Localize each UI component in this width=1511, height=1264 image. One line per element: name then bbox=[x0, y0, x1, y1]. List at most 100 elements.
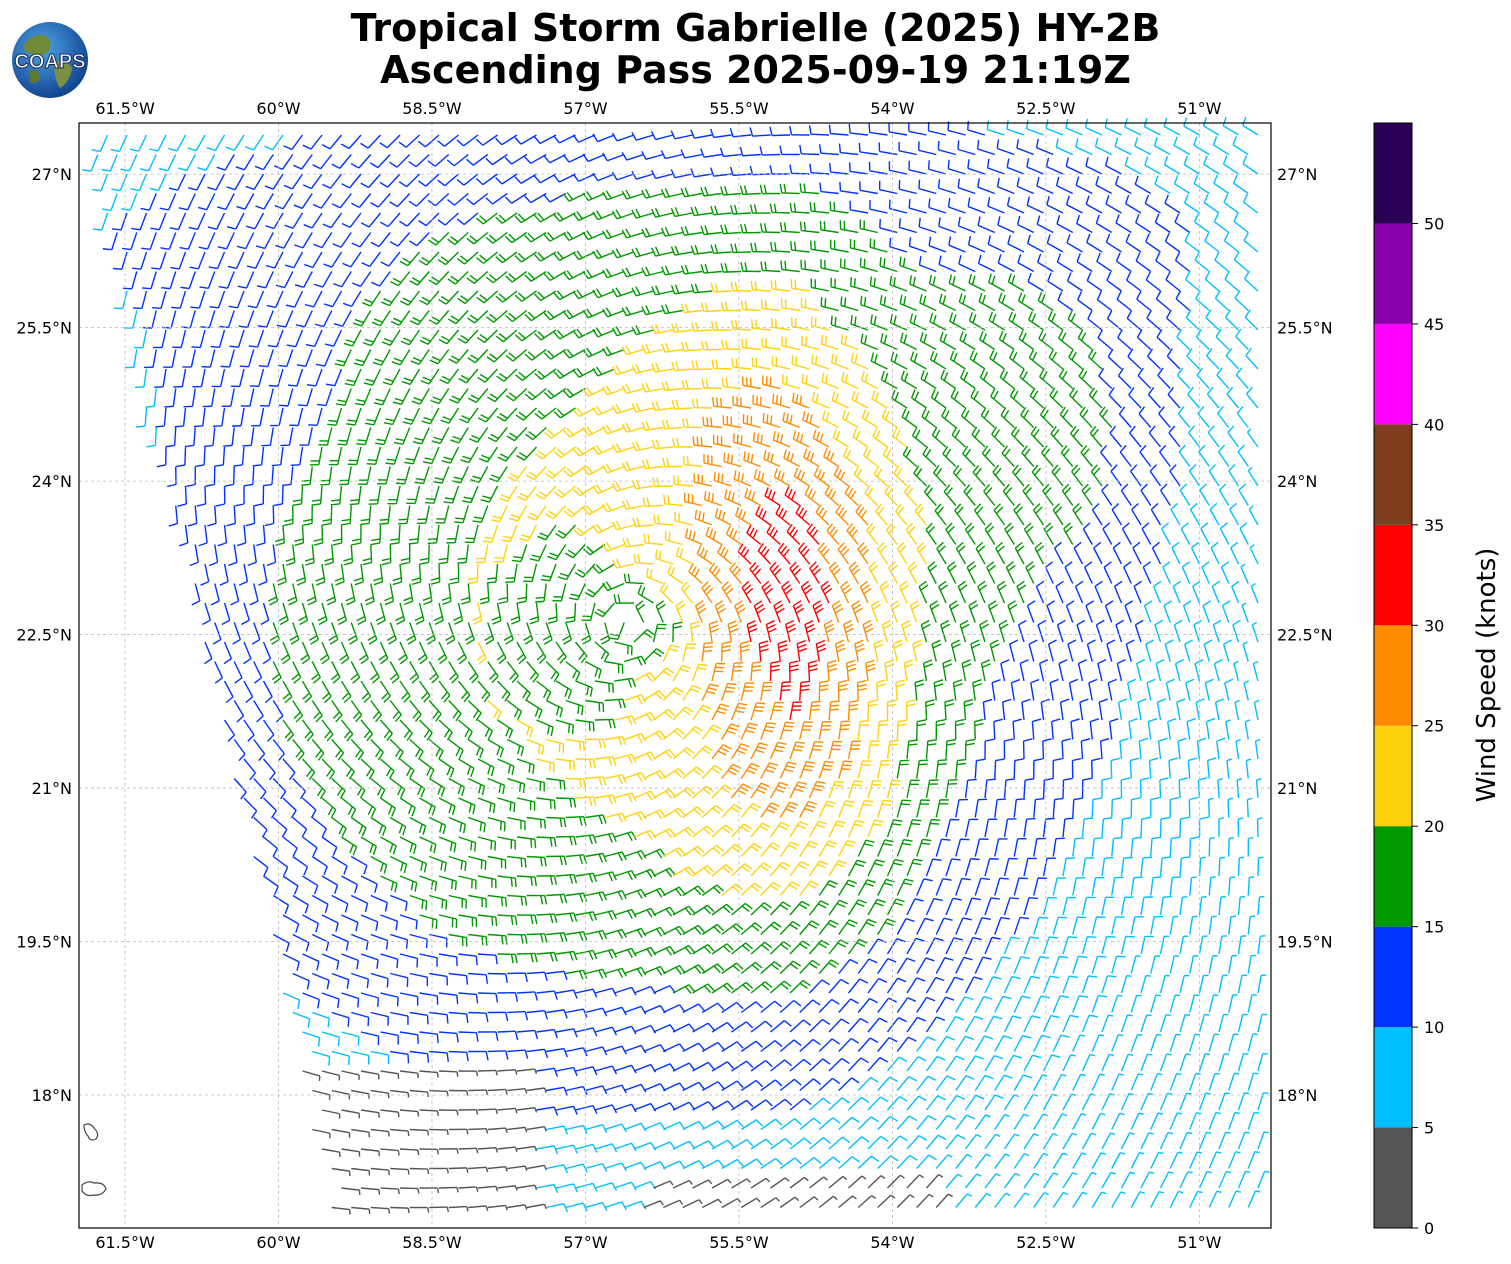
wind-barb bbox=[287, 368, 304, 387]
wind-barb bbox=[391, 349, 411, 366]
wind-barb bbox=[419, 329, 440, 345]
wind-barb bbox=[582, 543, 606, 556]
barb-feather bbox=[899, 545, 907, 553]
barb-staff bbox=[1079, 413, 1093, 428]
barb-feather bbox=[498, 497, 508, 502]
wind-barb bbox=[207, 505, 217, 527]
barb-feather bbox=[846, 523, 854, 531]
barb-feather bbox=[149, 148, 159, 152]
wind-barb bbox=[731, 358, 752, 370]
barb-feather bbox=[592, 485, 599, 495]
barb-feather bbox=[789, 414, 793, 424]
barb-staff bbox=[1018, 300, 1035, 312]
wind-barb bbox=[517, 485, 538, 502]
wind-barb bbox=[622, 537, 644, 548]
barb-staff bbox=[282, 524, 285, 544]
barb-feather bbox=[805, 336, 807, 346]
barb-feather bbox=[423, 416, 433, 421]
barb-feather bbox=[775, 505, 781, 515]
wind-barb bbox=[456, 134, 479, 147]
barb-staff bbox=[172, 388, 177, 407]
barb-staff bbox=[688, 571, 703, 585]
barb-staff bbox=[723, 385, 742, 390]
barb-staff bbox=[1032, 509, 1045, 526]
wind-barb bbox=[937, 140, 956, 156]
barb-feather bbox=[437, 179, 446, 187]
barb-staff bbox=[821, 343, 839, 351]
barb-feather bbox=[335, 581, 345, 586]
wind-barb bbox=[427, 192, 450, 207]
barb-staff bbox=[511, 270, 528, 283]
barb-feather bbox=[621, 190, 628, 200]
barb-staff bbox=[588, 309, 606, 319]
barb-feather bbox=[1012, 390, 1019, 400]
barb-staff bbox=[486, 446, 499, 463]
wind-barb bbox=[846, 523, 859, 545]
wind-barb bbox=[345, 583, 356, 606]
barb-staff bbox=[395, 485, 401, 504]
wind-barb bbox=[437, 251, 459, 266]
wind-barb bbox=[1047, 272, 1064, 292]
barb-feather bbox=[980, 407, 987, 416]
barb-staff bbox=[195, 134, 206, 152]
barb-feather bbox=[479, 596, 489, 601]
barb-feather bbox=[191, 600, 201, 606]
barb-staff bbox=[645, 504, 664, 508]
barb-feather bbox=[835, 431, 841, 440]
wind-barb bbox=[764, 487, 781, 507]
barb-feather bbox=[429, 359, 439, 365]
barb-staff bbox=[588, 426, 606, 437]
barb-feather bbox=[929, 564, 938, 572]
wind-barb bbox=[740, 300, 761, 312]
barb-staff bbox=[272, 173, 284, 190]
barb-staff bbox=[309, 466, 313, 485]
barb-feather bbox=[733, 470, 737, 480]
barb-feather bbox=[1003, 409, 1010, 419]
barb-feather bbox=[641, 151, 647, 160]
barb-feather bbox=[1205, 309, 1212, 318]
barb-feather bbox=[527, 351, 536, 359]
barb-staff bbox=[723, 347, 742, 351]
barb-feather bbox=[601, 582, 609, 591]
barb-feather bbox=[547, 310, 555, 319]
barb-staff bbox=[1078, 375, 1093, 390]
barb-staff bbox=[470, 485, 479, 503]
barb-feather bbox=[751, 491, 756, 501]
barb-feather bbox=[428, 239, 437, 246]
barb-staff bbox=[1154, 145, 1171, 156]
wind-barb bbox=[110, 134, 128, 153]
barb-feather bbox=[502, 535, 512, 539]
barb-feather bbox=[518, 292, 526, 300]
wind-barb bbox=[1107, 348, 1122, 370]
barb-staff bbox=[186, 154, 196, 171]
wind-barb bbox=[514, 329, 537, 342]
wind-barb bbox=[1236, 405, 1249, 428]
barb-feather bbox=[1082, 448, 1090, 457]
barb-feather bbox=[631, 170, 637, 180]
wind-barb bbox=[855, 504, 869, 526]
barb-staff bbox=[607, 348, 625, 357]
barb-staff bbox=[684, 464, 703, 468]
barb-feather bbox=[719, 147, 725, 157]
wind-barb bbox=[392, 563, 403, 586]
wind-barb bbox=[470, 466, 489, 483]
barb-feather bbox=[1092, 428, 1099, 437]
wind-barb bbox=[145, 388, 157, 408]
barb-feather bbox=[993, 503, 1001, 511]
barb-staff bbox=[157, 134, 167, 152]
barb-staff bbox=[389, 583, 395, 602]
barb-staff bbox=[177, 212, 187, 230]
wind-barb bbox=[729, 562, 742, 584]
barb-staff bbox=[262, 154, 274, 170]
barb-feather bbox=[627, 573, 631, 583]
wind-barb bbox=[973, 503, 986, 526]
barb-feather bbox=[443, 456, 453, 461]
wind-barb bbox=[572, 134, 596, 143]
wind-barb bbox=[313, 524, 324, 546]
barb-feather bbox=[1136, 329, 1143, 338]
wind-barb bbox=[1229, 502, 1240, 526]
barb-feather bbox=[111, 188, 121, 192]
barb-feather bbox=[864, 373, 869, 383]
barb-staff bbox=[311, 212, 323, 229]
barb-staff bbox=[607, 387, 625, 396]
